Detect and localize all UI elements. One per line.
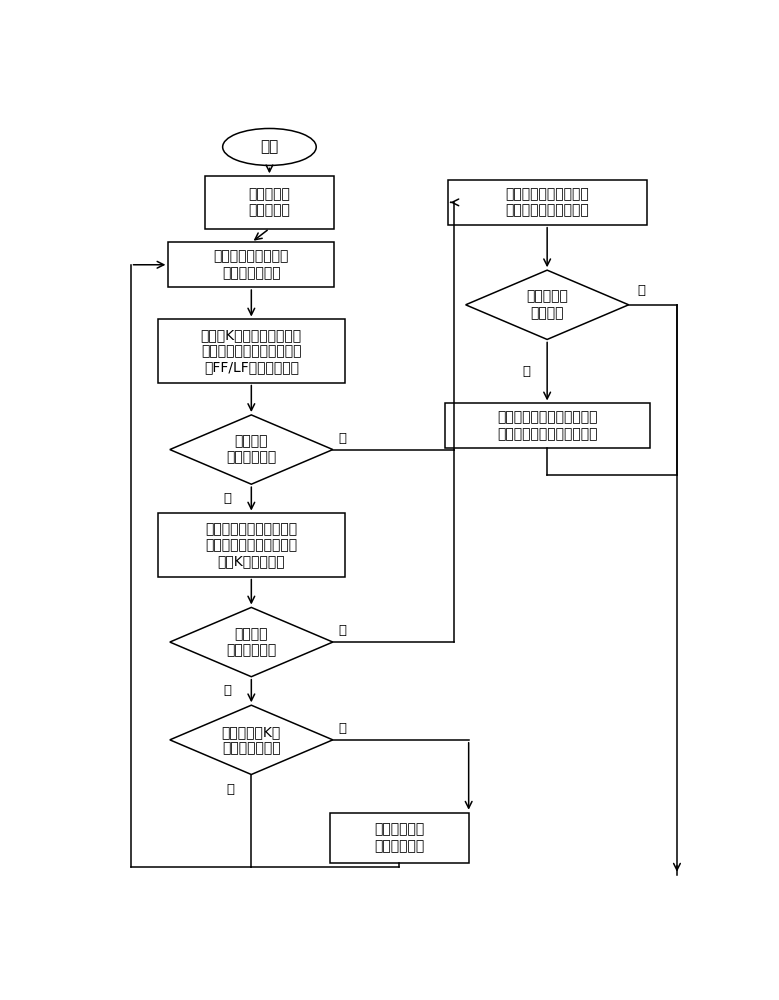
Polygon shape (170, 607, 333, 677)
Text: 是: 是 (226, 783, 234, 796)
Text: 构建可重配
置请求链表: 构建可重配 置请求链表 (249, 187, 291, 217)
Text: 否: 否 (339, 432, 347, 445)
Text: 从链表头开始，依次开始重
配置次优路径上的保护路径: 从链表头开始，依次开始重 配置次优路径上的保护路径 (497, 411, 597, 441)
Polygon shape (170, 705, 333, 774)
Text: 开始: 开始 (260, 139, 279, 154)
Text: 是: 是 (223, 492, 231, 505)
Bar (205, 176, 334, 229)
Text: 是: 是 (638, 284, 646, 297)
Text: 更新网络频谱资源；
等待下一个事件: 更新网络频谱资源； 等待下一个事件 (213, 250, 289, 280)
Polygon shape (170, 415, 333, 484)
Text: 将业务请求放
入重配置链表: 将业务请求放 入重配置链表 (374, 823, 425, 853)
Bar (330, 813, 469, 863)
Text: 否: 否 (522, 365, 530, 378)
Text: 采用自适应多路径共享
保护策略进行频谱分配: 采用自适应多路径共享 保护策略进行频谱分配 (506, 187, 589, 217)
Polygon shape (466, 270, 629, 339)
Text: 多路径频谱
分配成功: 多路径频谱 分配成功 (526, 290, 568, 320)
Text: 否: 否 (339, 722, 347, 735)
Text: 工作路径
频谱分配成功: 工作路径 频谱分配成功 (226, 434, 277, 465)
Bar (445, 403, 650, 448)
Bar (447, 180, 647, 225)
Bar (168, 242, 334, 287)
Text: 是: 是 (223, 684, 231, 697)
Text: 保护路径是K条
路径中最短路径: 保护路径是K条 路径中最短路径 (222, 725, 281, 755)
Text: 根据共享频谱块大小，优
化保护链路代价函数；计
算前K条最短路径: 根据共享频谱块大小，优 化保护链路代价函数；计 算前K条最短路径 (205, 522, 298, 568)
Text: 计算前K条最短路径；根据
业务持续时间不同，分别采
用FF/LF频谱分配算法: 计算前K条最短路径；根据 业务持续时间不同，分别采 用FF/LF频谱分配算法 (201, 328, 302, 374)
Bar (157, 319, 345, 383)
Ellipse shape (223, 128, 316, 165)
Text: 保护路径
频谱分配成功: 保护路径 频谱分配成功 (226, 627, 277, 657)
Text: 否: 否 (339, 624, 347, 637)
Bar (157, 513, 345, 577)
